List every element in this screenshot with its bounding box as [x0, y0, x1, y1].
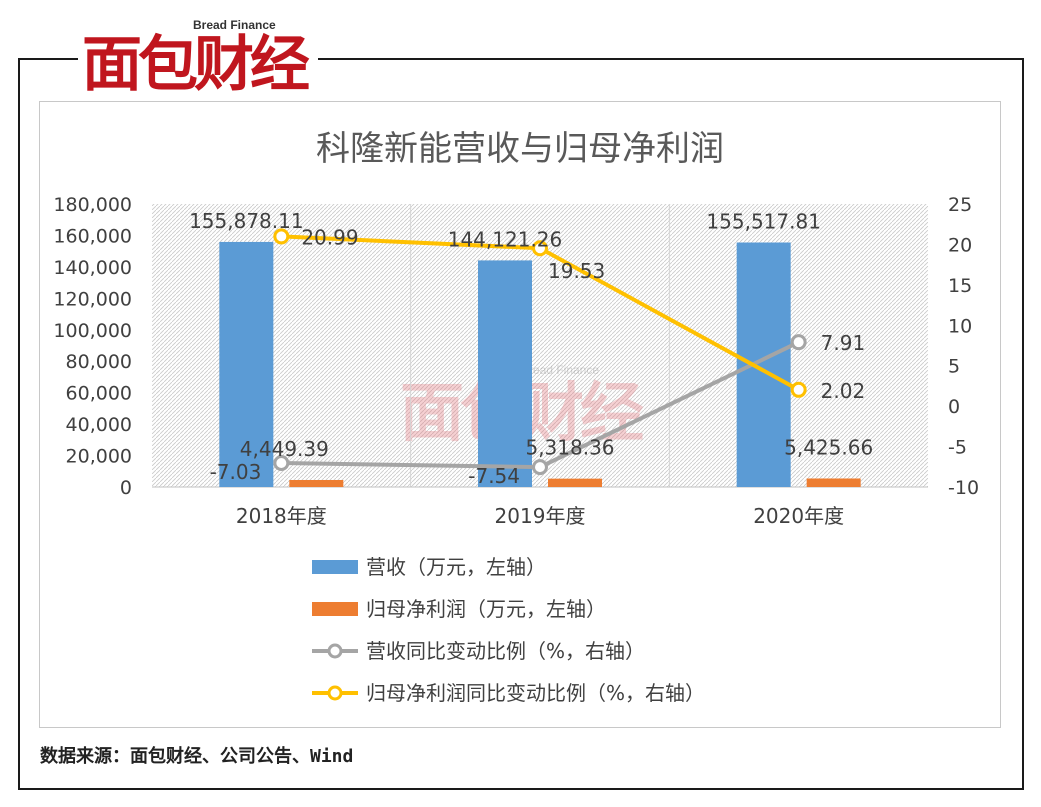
line-point — [532, 240, 548, 257]
legend: 营收（万元，左轴） 归母净利润（万元，左轴） 营收同比变动比例（%，右轴） 归母净利润… — [312, 555, 705, 705]
legend-label: 归母净利润（万元，左轴） — [366, 597, 606, 621]
bar — [289, 480, 344, 487]
data-label: 155,878.11 — [189, 209, 304, 233]
y-right-tick-label: 0 — [948, 396, 960, 418]
y-left-tick-label: 0 — [120, 477, 132, 499]
y-right-tick-label: 10 — [948, 315, 972, 337]
y-right-tick-label: -5 — [948, 437, 967, 459]
data-label: 20.99 — [301, 225, 358, 249]
bar — [736, 242, 791, 487]
data-label: 5,425.66 — [784, 435, 873, 459]
y-left-tick-label: 100,000 — [53, 320, 132, 342]
y-right-tick-label: 15 — [948, 275, 972, 297]
y-left-tick-label: 160,000 — [53, 225, 132, 247]
lines — [273, 228, 807, 476]
chart-panel: 科隆新能营收与归母净利润 Bread Finance 面包财经 020,0004… — [39, 101, 1001, 728]
brand-logo: Bread Finance 面包财经 — [78, 8, 318, 100]
data-label: 144,121.26 — [448, 227, 563, 251]
line-point — [532, 459, 548, 476]
y-right-tick-label: 5 — [948, 356, 960, 378]
frame-top-right — [316, 58, 1024, 60]
legend-swatch — [312, 560, 358, 574]
axes: 0 20,000 40,000 60,000 80,000 100,000 120,000 1… — [53, 194, 979, 528]
bar — [219, 241, 274, 487]
y-left-tick-label: 60,000 — [66, 383, 132, 405]
line-point — [790, 381, 807, 398]
legend-label: 营收（万元，左轴） — [366, 555, 546, 579]
frame-top-left — [18, 58, 80, 60]
legend-swatch — [312, 602, 358, 616]
chart-title: 科隆新能营收与归母净利润 — [316, 129, 724, 169]
line-point — [273, 454, 290, 471]
data-label: 5,318.36 — [525, 436, 614, 460]
bar — [478, 260, 532, 487]
y-left-tick-label: 140,000 — [53, 257, 132, 279]
x-tick-label: 2019年度 — [495, 504, 586, 528]
data-label: 155,517.81 — [706, 209, 821, 233]
y-left-tick-label: 120,000 — [53, 288, 132, 310]
line-point — [273, 228, 290, 245]
y-left-tick-label: 180,000 — [53, 194, 132, 216]
frame-right — [1022, 58, 1024, 790]
line-point — [790, 334, 807, 351]
x-tick-label: 2018年度 — [236, 504, 327, 528]
brand-logo-en: Bread Finance — [193, 18, 276, 32]
data-label: -7.54 — [468, 464, 520, 488]
legend-label: 归母净利润同比变动比例（%，右轴） — [366, 681, 705, 705]
data-label: 2.02 — [821, 379, 866, 403]
y-right-tick-label: -10 — [948, 477, 979, 499]
watermark-en: Bread Finance — [521, 363, 599, 377]
frame-bottom — [18, 788, 1024, 790]
y-left-tick-label: 80,000 — [66, 351, 132, 373]
legend-label: 营收同比变动比例（%，右轴） — [366, 639, 645, 663]
data-label: 7.91 — [821, 331, 866, 355]
brand-logo-cn: 面包财经 — [82, 30, 310, 100]
data-label: -7.03 — [210, 460, 262, 484]
y-right-tick-label: 25 — [948, 194, 972, 216]
y-right-tick-label: 20 — [948, 234, 972, 256]
source-note: 数据来源：面包财经、公司公告、Wind — [40, 746, 354, 767]
y-left-tick-label: 40,000 — [66, 414, 132, 436]
y-left-tick-label: 20,000 — [66, 446, 132, 468]
data-label: 4,449.39 — [240, 437, 329, 461]
chart-svg: 科隆新能营收与归母净利润 Bread Finance 面包财经 020,0004… — [53, 129, 979, 705]
bar — [548, 478, 602, 487]
x-tick-label: 2020年度 — [753, 504, 844, 528]
legend-swatch-marker — [327, 643, 343, 659]
legend-swatch-marker — [327, 685, 343, 701]
bar — [806, 478, 861, 487]
frame-left — [18, 58, 20, 790]
bars — [219, 241, 861, 487]
data-labels: 155,878.11 144,121.26 155,517.81 4,449.39 5,… — [189, 209, 873, 488]
data-label: 19.53 — [548, 259, 605, 283]
